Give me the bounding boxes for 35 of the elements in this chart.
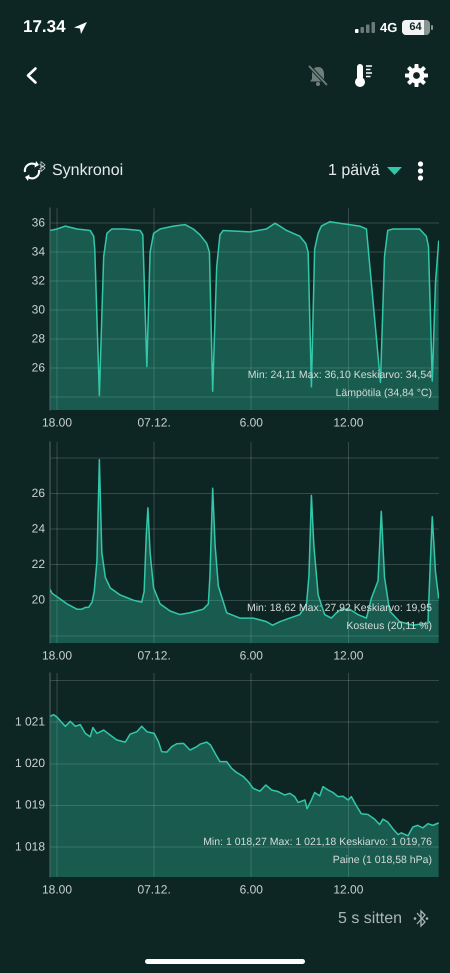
y-tick-label: 20 <box>32 592 46 607</box>
y-tick-label: 30 <box>32 302 46 316</box>
x-tick-label: 12.00 <box>333 416 364 430</box>
y-tick-label: 26 <box>32 360 46 374</box>
y-tick-label: 24 <box>32 521 46 536</box>
text: Synkronoi <box>52 162 124 179</box>
x-tick-label: 07.12. <box>137 882 171 897</box>
y-tick-label: 32 <box>32 273 46 288</box>
x-tick-label: 07.12. <box>137 648 171 663</box>
y-tick-label: 1 019 <box>14 798 46 812</box>
annotation: Paine (1 018,58 hPa) <box>332 854 432 866</box>
x-tick-label: 6.00 <box>240 882 264 897</box>
text: 4G <box>380 20 398 35</box>
annotation: Min: 1 018,27 Max: 1 021,18 Keskiarvo: 1 019,76 <box>203 836 432 848</box>
y-tick-label: 1 020 <box>14 756 46 770</box>
x-tick-label: 12.00 <box>333 882 364 897</box>
x-tick-label: 12.00 <box>333 648 364 663</box>
annotation: Lämpötila (34,84 °C) <box>336 386 432 399</box>
x-tick-label: 18.00 <box>42 882 72 897</box>
text: 17.34 <box>23 17 66 36</box>
x-tick-label: 18.00 <box>42 416 72 430</box>
y-tick-label: 1 021 <box>14 714 46 728</box>
x-tick-label: 18.00 <box>42 648 72 663</box>
text: 5 s sitten <box>338 910 402 927</box>
x-tick-label: 6.00 <box>240 416 264 430</box>
y-tick-label: 26 <box>32 486 46 500</box>
text: 1 päivä <box>328 162 380 179</box>
x-tick-label: 07.12. <box>137 416 171 430</box>
y-tick-label: 36 <box>32 216 46 230</box>
text: 64 <box>403 21 428 33</box>
y-tick-label: 1 018 <box>14 839 46 854</box>
x-tick-label: 6.00 <box>240 648 264 663</box>
y-tick-label: 34 <box>32 244 46 258</box>
y-tick-label: 28 <box>32 331 46 346</box>
y-tick-label: 22 <box>32 557 46 572</box>
